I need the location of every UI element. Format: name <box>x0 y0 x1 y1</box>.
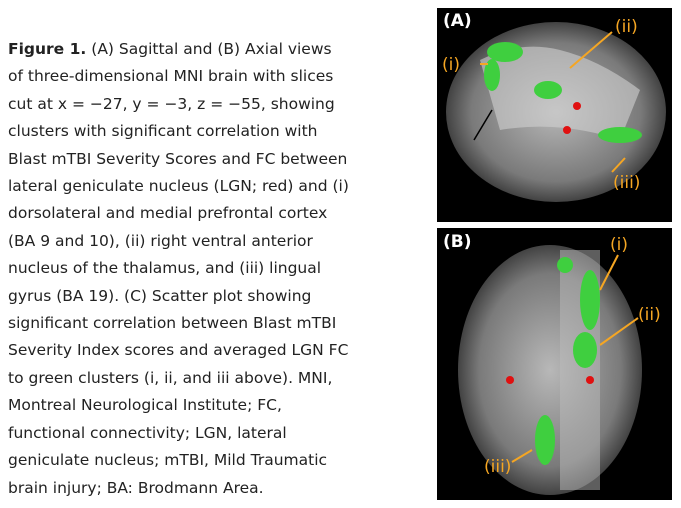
panel-label: (B) <box>443 232 472 252</box>
caption-line: geniculate nucleus; mTBI, Mild Traumatic <box>8 451 328 470</box>
caption-line: Severity Index scores and averaged LGN F… <box>8 341 349 360</box>
arrows-b <box>511 254 639 463</box>
caption-line: gyrus (BA 19). (C) Scatter plot showing <box>8 286 312 305</box>
caption-line: Figure 1. (A) Sagittal and (B) Axial view… <box>8 36 388 63</box>
annotation: (ii) <box>615 17 638 37</box>
caption-line: lateral geniculate nucleus (LGN; red) an… <box>8 177 349 196</box>
caption-line: cut at x = −27, y = −3, z = −55, showing <box>8 94 335 113</box>
annotation: (i) <box>610 235 628 255</box>
caption-line: of three-dimensional MNI brain with slic… <box>8 67 334 86</box>
caption-line: (BA 9 and 10), (ii) right ventral anteri… <box>8 231 313 250</box>
caption-text: (A) Sagittal and (B) Axial views <box>91 40 332 58</box>
annotation: (i) <box>442 55 460 75</box>
clusters-a <box>484 42 642 143</box>
annotation: (iii) <box>613 173 640 193</box>
annotation: (ii) <box>638 305 661 325</box>
caption-line: to green clusters (i, ii, and iii above)… <box>8 368 333 387</box>
caption: Figure 1. (A) Sagittal and (B) Axial view… <box>8 36 388 502</box>
caption-line: Montreal Neurological Institute; FC, <box>8 396 282 415</box>
caption-label: Figure 1. <box>8 40 87 58</box>
caption-line: dorsolateral and medial prefrontal corte… <box>8 204 328 223</box>
panel-label: (A) <box>443 11 472 31</box>
caption-line: nucleus of the thalamus, and (iii) lingu… <box>8 259 322 278</box>
caption-line: clusters with significant correlation wi… <box>8 122 318 141</box>
clusters-b <box>506 257 600 465</box>
caption-line: significant correlation between Blast mT… <box>8 314 337 333</box>
caption-line: functional connectivity; LGN, lateral <box>8 423 287 442</box>
caption-line: Blast mTBI Severity Scores and FC betwee… <box>8 149 348 168</box>
caption-line: brain injury; BA: Brodmann Area. <box>8 478 264 497</box>
annotation: (iii) <box>484 457 511 477</box>
arrows-a <box>473 31 626 173</box>
